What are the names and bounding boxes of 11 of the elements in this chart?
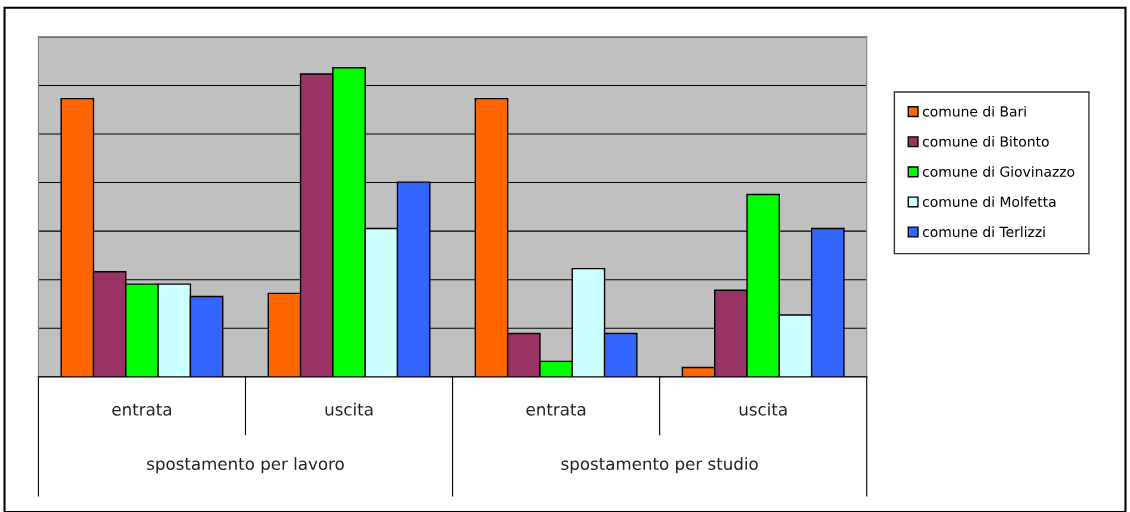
x-tick-label: uscita: [739, 402, 787, 416]
legend-label: comune di Molfetta: [922, 196, 1056, 207]
x-tick-label: entrata: [112, 403, 172, 416]
legend-label: comune di Bari: [922, 105, 1026, 117]
legend-label: comune di Giovinazzo: [922, 166, 1075, 177]
text: spostamento per lavoro: [147, 457, 344, 474]
text: spostamento per studio: [561, 457, 758, 474]
x-tick-label: uscita: [325, 402, 373, 416]
legend-label: comune di Bitonto: [922, 136, 1049, 147]
x-tick-label: entrata: [526, 403, 586, 416]
legend-label: comune di Terlizzi: [922, 226, 1045, 238]
